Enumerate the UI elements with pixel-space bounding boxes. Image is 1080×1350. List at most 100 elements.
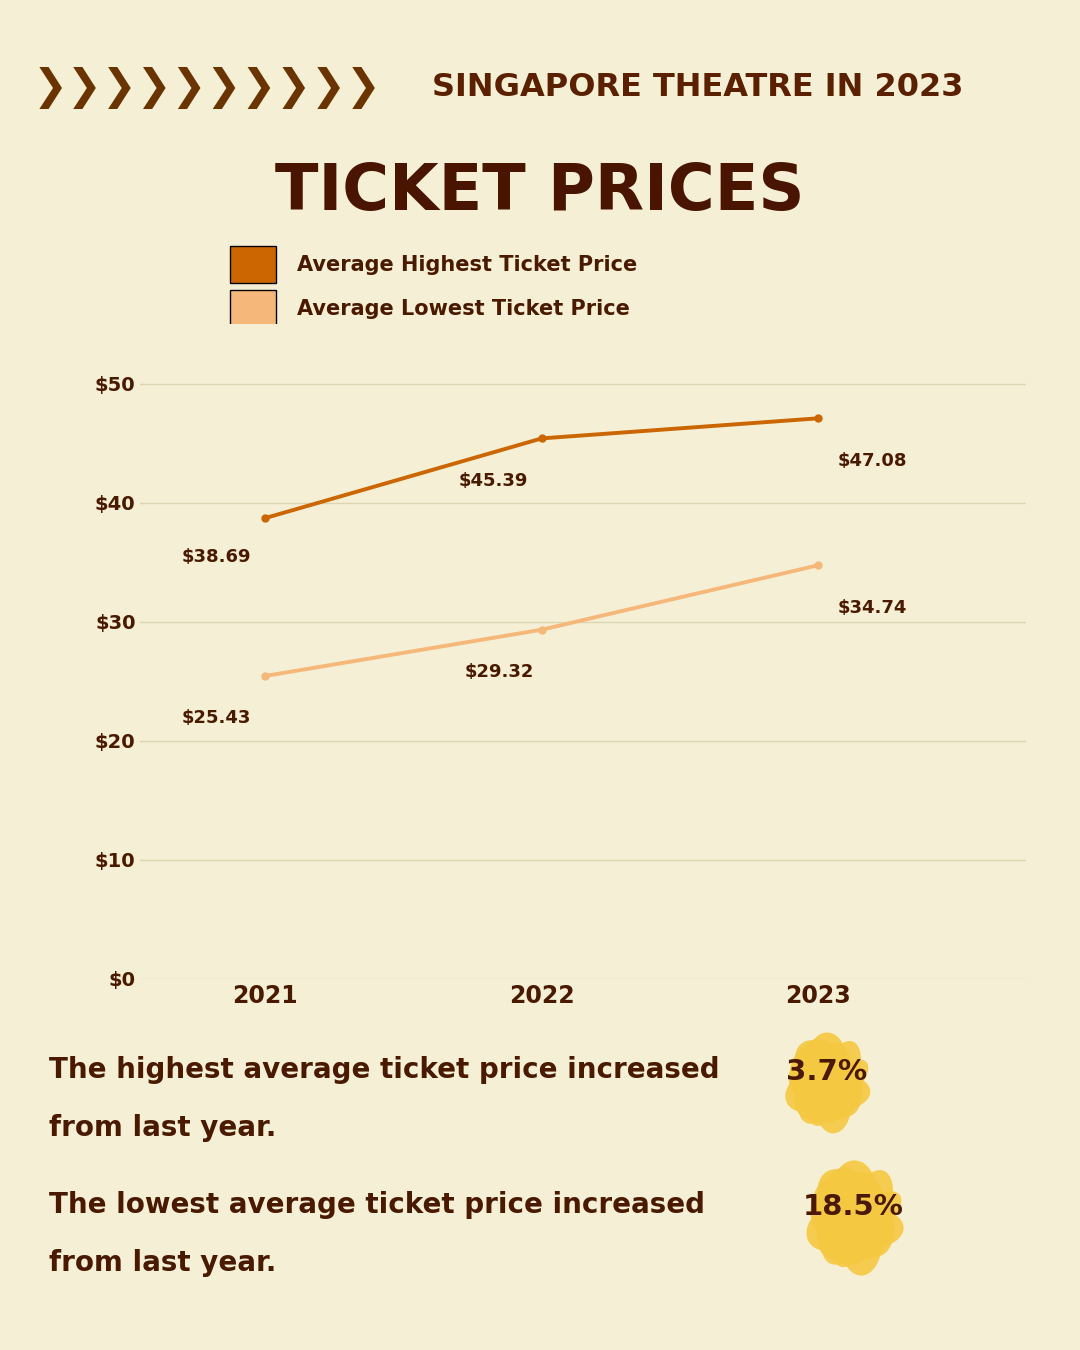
Ellipse shape [785, 1072, 827, 1111]
Ellipse shape [823, 1061, 858, 1098]
Ellipse shape [812, 1072, 845, 1110]
Ellipse shape [806, 1052, 848, 1095]
Ellipse shape [807, 1064, 837, 1095]
Ellipse shape [834, 1224, 867, 1261]
Ellipse shape [825, 1057, 862, 1116]
Text: $45.39: $45.39 [459, 471, 528, 490]
Ellipse shape [799, 1081, 834, 1123]
Ellipse shape [836, 1203, 873, 1246]
Ellipse shape [806, 1064, 849, 1102]
Text: TICKET PRICES: TICKET PRICES [275, 162, 805, 223]
Ellipse shape [796, 1050, 837, 1088]
Ellipse shape [793, 1066, 825, 1106]
Ellipse shape [831, 1180, 874, 1246]
Ellipse shape [813, 1053, 845, 1096]
Ellipse shape [800, 1038, 837, 1091]
Ellipse shape [812, 1172, 860, 1220]
Ellipse shape [815, 1199, 852, 1243]
Text: from last year.: from last year. [49, 1249, 276, 1277]
Ellipse shape [828, 1187, 878, 1222]
Ellipse shape [819, 1089, 848, 1123]
Ellipse shape [804, 1053, 846, 1107]
Ellipse shape [852, 1191, 885, 1237]
Ellipse shape [811, 1072, 839, 1110]
Ellipse shape [846, 1204, 869, 1249]
Text: The highest average ticket price increased: The highest average ticket price increas… [49, 1056, 719, 1084]
Ellipse shape [819, 1046, 858, 1092]
Ellipse shape [809, 1033, 846, 1077]
Text: The lowest average ticket price increased: The lowest average ticket price increase… [49, 1191, 704, 1219]
Ellipse shape [833, 1187, 876, 1246]
Ellipse shape [825, 1041, 861, 1096]
Ellipse shape [821, 1080, 856, 1119]
Ellipse shape [835, 1169, 874, 1222]
Ellipse shape [827, 1184, 876, 1245]
Ellipse shape [794, 1083, 824, 1119]
Ellipse shape [800, 1072, 846, 1096]
Ellipse shape [811, 1064, 837, 1106]
Ellipse shape [820, 1072, 840, 1110]
Text: $25.43: $25.43 [181, 709, 252, 728]
Ellipse shape [816, 1218, 851, 1260]
Ellipse shape [840, 1208, 882, 1276]
Ellipse shape [810, 1066, 848, 1099]
Ellipse shape [824, 1166, 865, 1226]
Ellipse shape [802, 1053, 845, 1092]
Ellipse shape [815, 1069, 846, 1104]
Text: $34.74: $34.74 [838, 598, 907, 617]
Ellipse shape [808, 1069, 847, 1107]
Ellipse shape [788, 1060, 827, 1106]
Ellipse shape [822, 1076, 870, 1108]
Ellipse shape [807, 1049, 843, 1107]
Text: Average Highest Ticket Price: Average Highest Ticket Price [297, 255, 637, 274]
Ellipse shape [810, 1088, 838, 1120]
Ellipse shape [847, 1214, 889, 1260]
Ellipse shape [829, 1196, 879, 1238]
Ellipse shape [816, 1066, 839, 1102]
Ellipse shape [834, 1195, 866, 1247]
Ellipse shape [832, 1197, 873, 1242]
Ellipse shape [827, 1184, 868, 1239]
Text: from last year.: from last year. [49, 1114, 276, 1142]
Ellipse shape [809, 1079, 841, 1126]
FancyBboxPatch shape [230, 290, 275, 327]
Ellipse shape [818, 1053, 851, 1094]
Ellipse shape [828, 1203, 869, 1250]
Ellipse shape [813, 1061, 839, 1106]
Ellipse shape [838, 1206, 875, 1247]
Ellipse shape [816, 1064, 847, 1106]
Ellipse shape [845, 1226, 878, 1265]
Ellipse shape [823, 1184, 872, 1220]
Ellipse shape [834, 1214, 872, 1268]
Ellipse shape [799, 1053, 842, 1085]
Ellipse shape [825, 1058, 854, 1099]
Text: 18.5%: 18.5% [802, 1193, 904, 1222]
Ellipse shape [791, 1042, 832, 1084]
Ellipse shape [805, 1056, 848, 1087]
Ellipse shape [818, 1199, 854, 1250]
Ellipse shape [824, 1204, 876, 1233]
Ellipse shape [818, 1169, 867, 1228]
Ellipse shape [822, 1215, 862, 1265]
Ellipse shape [810, 1041, 843, 1087]
Ellipse shape [811, 1062, 859, 1114]
Ellipse shape [848, 1200, 873, 1250]
Ellipse shape [831, 1183, 878, 1231]
Ellipse shape [796, 1066, 827, 1111]
Ellipse shape [850, 1187, 879, 1242]
Ellipse shape [845, 1176, 889, 1228]
Ellipse shape [826, 1183, 875, 1228]
Ellipse shape [800, 1044, 819, 1102]
Ellipse shape [823, 1077, 848, 1115]
Text: SINGAPORE THEATRE IN 2023: SINGAPORE THEATRE IN 2023 [432, 73, 963, 103]
Ellipse shape [849, 1211, 904, 1247]
FancyBboxPatch shape [230, 246, 275, 284]
Ellipse shape [855, 1191, 902, 1237]
Ellipse shape [819, 1181, 865, 1224]
Ellipse shape [836, 1206, 868, 1249]
Ellipse shape [820, 1202, 860, 1233]
Text: $38.69: $38.69 [181, 548, 252, 566]
Ellipse shape [797, 1069, 832, 1096]
Ellipse shape [842, 1199, 868, 1239]
Ellipse shape [832, 1196, 865, 1233]
